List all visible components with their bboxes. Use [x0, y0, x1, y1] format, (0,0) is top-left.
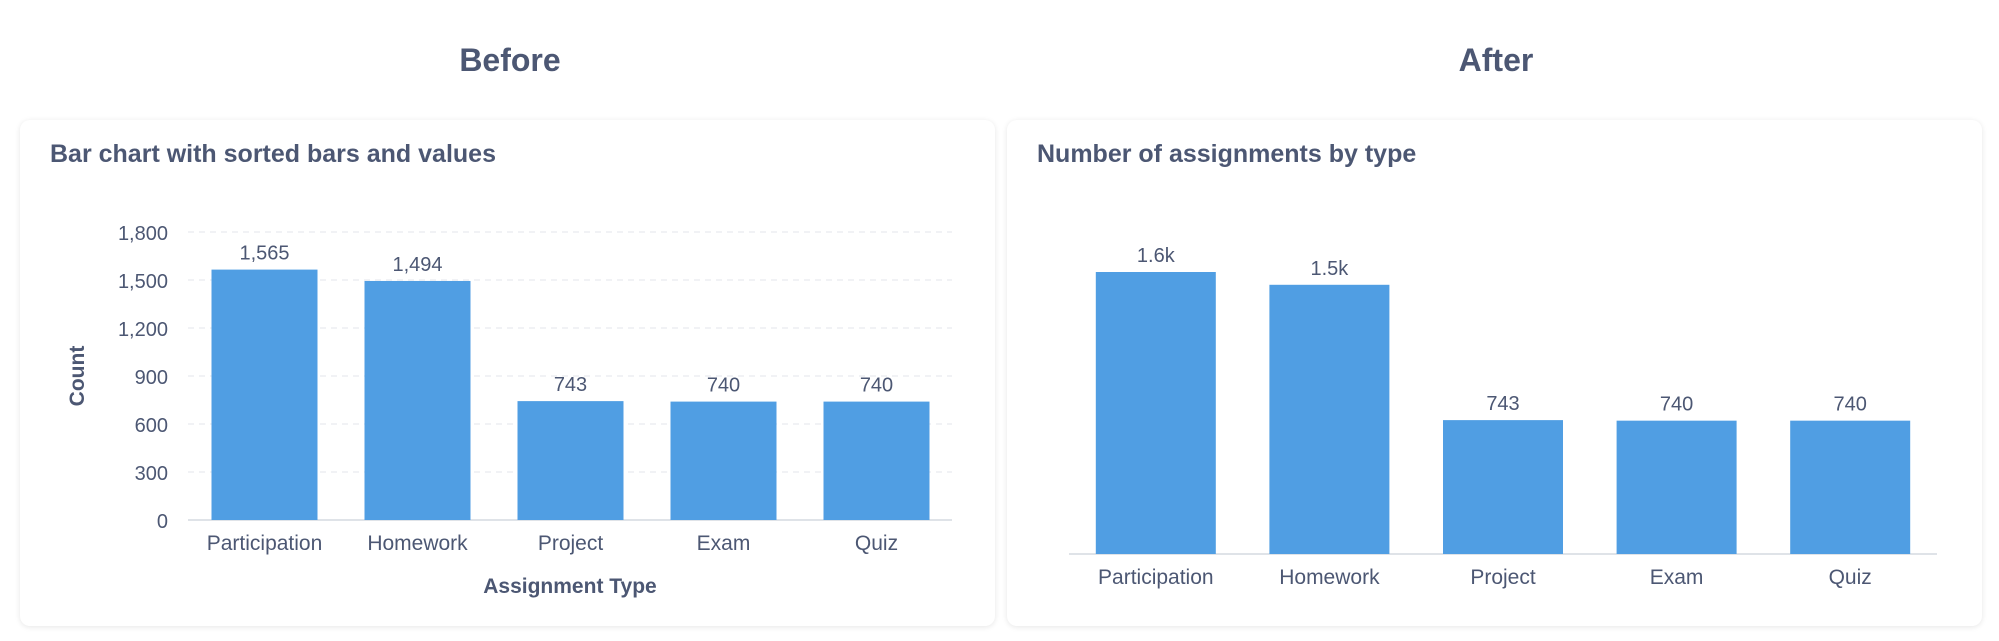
x-tick-label: Homework: [367, 532, 468, 555]
before-chart-title: Bar chart with sorted bars and values: [50, 140, 496, 168]
bar-value-label: 740: [707, 375, 740, 397]
after-chart-svg: 1.6k Participation 1.5k Homework 743 Project 7…: [1069, 245, 1937, 589]
bar: [1443, 420, 1563, 554]
after-chart-title: Number of assignments by type: [1037, 140, 1417, 168]
after-header: After: [1458, 42, 1534, 78]
bar-value-label: 743: [1486, 393, 1519, 415]
y-tick-label: 1,500: [118, 271, 168, 293]
y-tick-label: 1,200: [118, 319, 168, 341]
y-tick-label: 900: [135, 367, 168, 389]
bar-value-label: 743: [554, 374, 587, 396]
x-tick-label: Project: [1470, 566, 1536, 589]
x-tick-label: Exam: [697, 532, 751, 555]
x-tick-label: Participation: [207, 532, 323, 555]
bar-value-label: 740: [860, 375, 893, 397]
after-card: Number of assignments by type 1.6k Partic…: [1007, 120, 1982, 626]
bar: [823, 401, 930, 520]
y-tick-label: 0: [157, 511, 168, 533]
x-tick-label: Exam: [1650, 566, 1704, 589]
y-tick-label: 300: [135, 463, 168, 485]
x-tick-label: Quiz: [1829, 566, 1872, 589]
bar-value-label: 1,565: [239, 243, 289, 265]
x-axis-label: Assignment Type: [483, 575, 656, 598]
bar: [1790, 420, 1911, 554]
bar-value-label: 740: [1834, 394, 1867, 416]
bar-value-label: 740: [1660, 394, 1693, 416]
before-header: Before: [459, 42, 561, 78]
y-tick-label: 600: [135, 415, 168, 437]
bar: [1095, 272, 1216, 554]
x-tick-label: Project: [538, 532, 604, 555]
bar: [1616, 420, 1737, 554]
bar-value-label: 1,494: [392, 254, 442, 276]
bar: [517, 401, 624, 520]
bar: [364, 280, 471, 520]
bar-value-label: 1.5k: [1310, 258, 1349, 280]
x-tick-label: Homework: [1279, 566, 1380, 589]
y-tick-label: 1,800: [118, 223, 168, 245]
bar: [1269, 284, 1390, 554]
y-axis-label: Count: [66, 346, 89, 407]
bar: [670, 401, 777, 520]
bar: [211, 269, 318, 520]
x-tick-label: Participation: [1098, 566, 1214, 589]
x-tick-label: Quiz: [855, 532, 898, 555]
before-chart-svg: 0 300 600 900 1,200 1,500 1,800 1,565 Participat…: [66, 223, 952, 598]
before-card: Bar chart with sorted bars and values 0 3…: [20, 120, 995, 626]
bar-value-label: 1.6k: [1137, 245, 1176, 267]
